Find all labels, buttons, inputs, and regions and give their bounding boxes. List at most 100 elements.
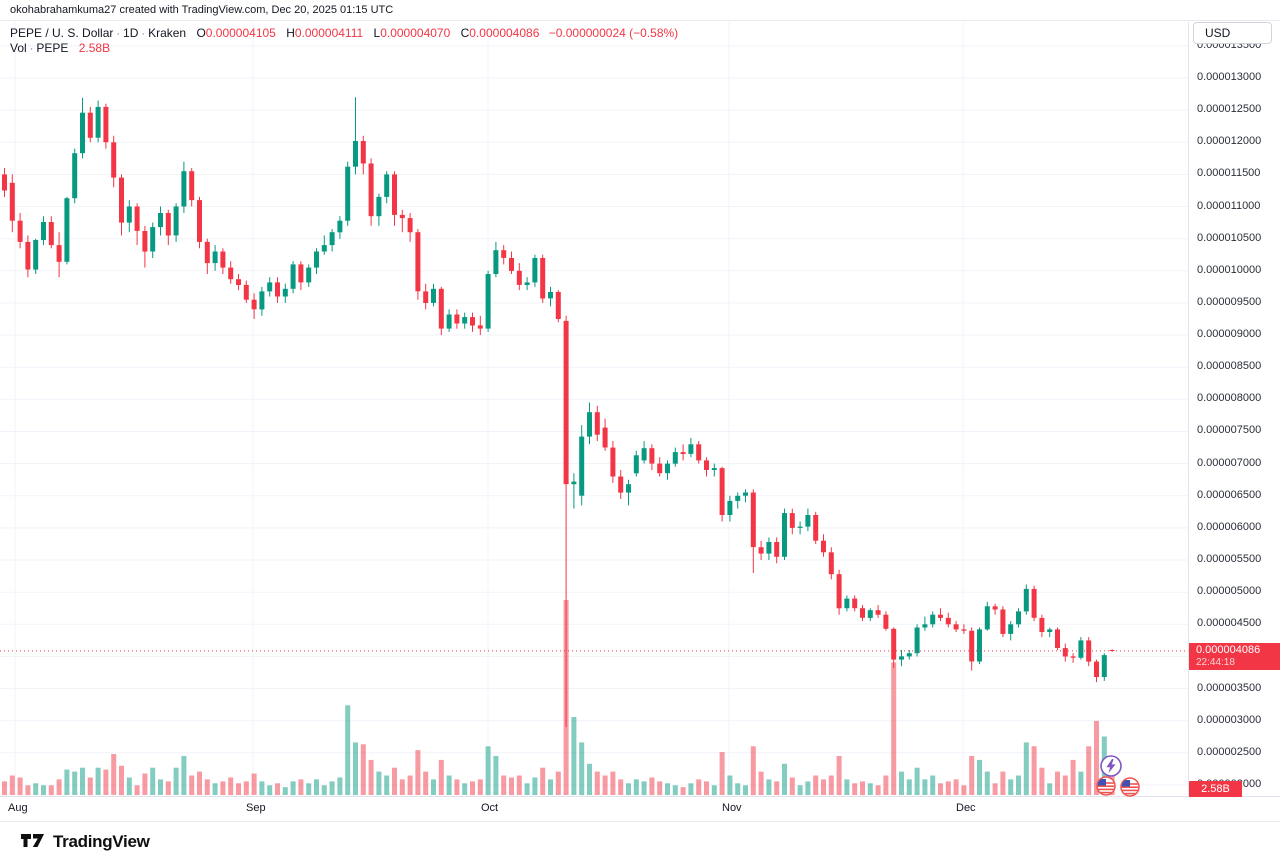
volume-bar (298, 779, 304, 795)
volume-symbol: PEPE (36, 41, 69, 55)
flag-badge-icon[interactable] (1120, 777, 1140, 802)
change-value: −0.000000024 (−0.58%) (548, 26, 679, 40)
candle-body (423, 291, 429, 303)
candle-body (867, 610, 873, 618)
price-axis-label: 0.000011000 (1197, 200, 1261, 212)
volume-bar (438, 759, 444, 795)
volume-bar (1016, 775, 1021, 795)
volume-bar (1062, 775, 1068, 795)
volume-bar (282, 787, 288, 795)
chart-pane[interactable]: PEPE / U. S. Dollar · 1D · Kraken O0.0000041… (0, 22, 1188, 796)
volume-bar (945, 781, 951, 796)
interval-label[interactable]: 1D (123, 26, 139, 40)
volume-bar (555, 771, 561, 795)
candle-body (2, 174, 7, 191)
flag-badge-icon[interactable] (1096, 776, 1116, 801)
currency-toggle-button[interactable]: USD (1193, 22, 1272, 44)
price-axis-label: 0.000003000 (1197, 714, 1262, 726)
candle-body (672, 452, 678, 464)
candle-body (95, 106, 101, 138)
volume-bar (821, 779, 826, 795)
volume-bar (875, 785, 881, 796)
volume-bar (805, 781, 811, 796)
volume-bar (41, 785, 46, 796)
volume-bar (867, 783, 873, 795)
candle-body (267, 282, 273, 292)
bar-countdown: 22:44:18 (1196, 657, 1235, 668)
volume-bar (25, 785, 31, 796)
candle-body (454, 314, 460, 324)
candle-body (103, 106, 109, 143)
time-axis[interactable]: Aug Sep Oct Nov Dec (0, 796, 1280, 822)
price-axis-label: 0.000005000 (1197, 585, 1262, 597)
volume-bar (158, 779, 163, 795)
volume-bar (961, 785, 967, 796)
volume-bar (314, 779, 319, 795)
volume-bar (594, 771, 600, 795)
volume-bar (727, 775, 733, 795)
volume-bar (735, 783, 741, 795)
candlestick-chart[interactable] (0, 22, 1188, 796)
lightning-badge-icon[interactable] (1100, 755, 1122, 782)
symbol-title[interactable]: PEPE / U. S. Dollar (10, 26, 114, 40)
volume-bar (750, 746, 756, 796)
candle-body (220, 251, 226, 268)
candle-body (399, 214, 405, 219)
volume-bar (618, 779, 624, 795)
volume-bar (189, 775, 195, 795)
candle-body (142, 231, 148, 252)
volume-bar (275, 783, 280, 795)
candle-body (891, 628, 897, 660)
close-label: C (460, 26, 470, 40)
candle-body (641, 448, 647, 461)
candle-body (56, 245, 62, 262)
tradingview-logo-text: TradingView (53, 832, 150, 851)
volume-bar (610, 771, 616, 795)
price-axis-label: 0.000003500 (1197, 682, 1262, 694)
candle-body (633, 455, 639, 474)
volume-bar (376, 771, 382, 795)
price-axis-label: 0.000013000 (1197, 71, 1262, 83)
volume-bar (743, 785, 748, 796)
volume-bar (688, 783, 694, 795)
candle-body (470, 317, 475, 326)
volume-bar (516, 775, 522, 795)
volume-bar (1031, 746, 1037, 796)
candle-body (259, 291, 265, 310)
candle-body (415, 232, 421, 292)
candle-body (314, 251, 319, 268)
volume-bar (1008, 779, 1014, 795)
volume-bar (399, 779, 405, 795)
candle-body (1047, 629, 1053, 632)
candle-body (914, 627, 920, 654)
candle-body (501, 250, 507, 258)
volume-bar (828, 775, 834, 795)
candle-body (977, 629, 982, 662)
candle-body (41, 222, 46, 240)
time-axis-label: Sep (246, 802, 266, 814)
volume-bar (649, 777, 655, 796)
candle-body (165, 213, 171, 236)
candle-body (204, 241, 210, 264)
volume-bar (220, 781, 226, 796)
candle-body (407, 218, 413, 233)
candle-body (828, 552, 834, 575)
volume-bar (431, 779, 436, 795)
volume-bar (103, 769, 109, 795)
attribution-bar: okohabrahamkuma27 created with TradingVi… (0, 0, 1280, 21)
candle-body (618, 476, 624, 493)
tradingview-logo[interactable]: TradingView (20, 830, 150, 854)
volume-bar (657, 781, 663, 796)
volume-bar (462, 783, 468, 795)
volume-bar (906, 779, 912, 795)
candle-body (1062, 648, 1068, 657)
price-axis-label: 0.000009000 (1197, 328, 1262, 340)
candle-body (9, 182, 15, 221)
price-axis[interactable]: 0.000013500 0.000013000 0.000012500 0.00001… (1188, 22, 1280, 822)
volume-bar (173, 767, 179, 795)
legend-line-2: Vol · PEPE 2.58B (10, 41, 678, 56)
close-value: 0.000004086 (469, 26, 540, 40)
volume-bar (509, 777, 514, 796)
candle-body (813, 515, 819, 541)
candle-body (579, 436, 585, 496)
